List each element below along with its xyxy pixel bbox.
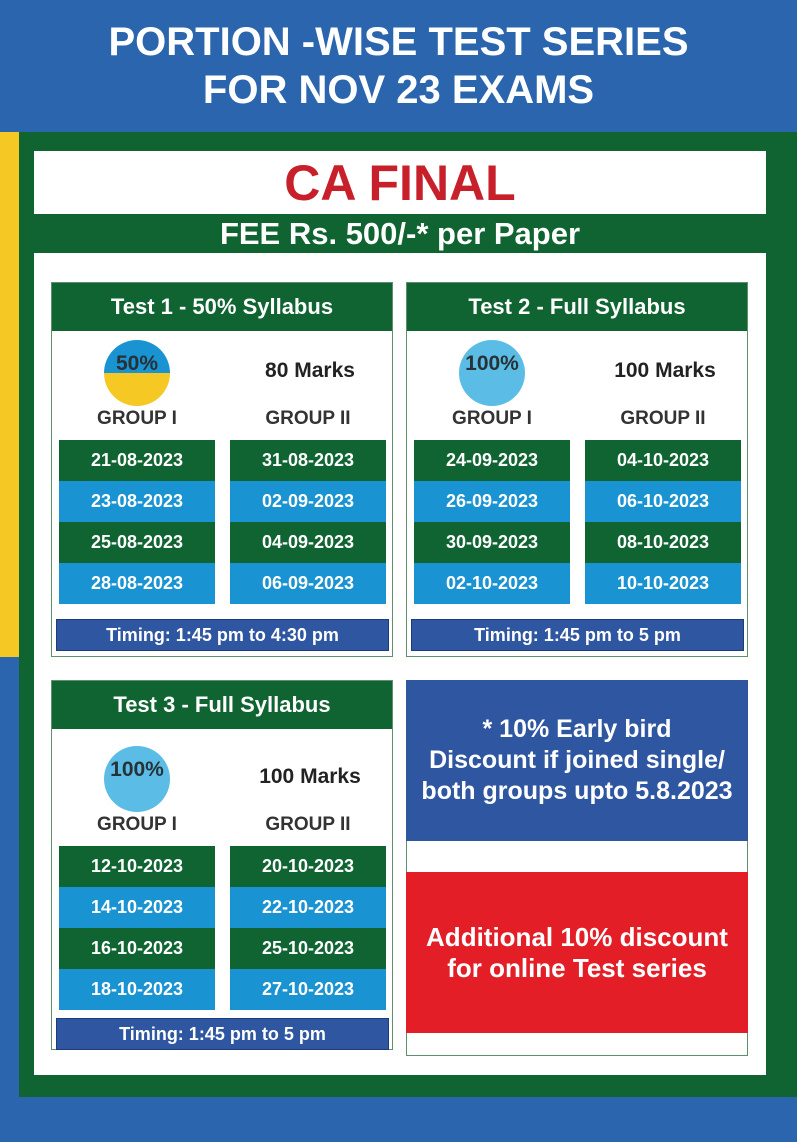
date-cell: 06-09-2023 — [230, 563, 386, 604]
promo-line: for online Test series — [447, 952, 707, 983]
date-cell: 23-08-2023 — [59, 481, 215, 522]
date-cell: 14-10-2023 — [59, 887, 215, 928]
course-title: CA FINAL — [34, 151, 766, 214]
date-cell: 18-10-2023 — [59, 969, 215, 1010]
date-cell: 16-10-2023 — [59, 928, 215, 969]
date-cell: 26-09-2023 — [414, 481, 570, 522]
date-cell: 12-10-2023 — [59, 846, 215, 887]
date-cell: 25-10-2023 — [230, 928, 386, 969]
date-cell: 27-10-2023 — [230, 969, 386, 1010]
test-card-title: Test 3 - Full Syllabus — [52, 681, 392, 729]
date-cell: 08-10-2023 — [585, 522, 741, 563]
test-card-title: Test 2 - Full Syllabus — [407, 283, 747, 331]
timing-bar: Timing: 1:45 pm to 4:30 pm — [56, 619, 389, 651]
poster-header: PORTION -WISE TEST SERIES FOR NOV 23 EXA… — [0, 0, 797, 132]
test-card-1: Test 1 - 50% Syllabus 50% 80 Marks GROUP… — [51, 282, 393, 657]
yellow-accent-strip — [0, 132, 19, 657]
test-card-3: Test 3 - Full Syllabus 100% 100 Marks GR… — [51, 680, 393, 1050]
promo-line: * 10% Early bird — [482, 715, 672, 743]
date-cell: 04-09-2023 — [230, 522, 386, 563]
group-2-dates: 20-10-2023 22-10-2023 25-10-2023 27-10-2023 — [230, 846, 386, 1010]
fee-text: FEE Rs. 500/-* per Paper — [219, 215, 581, 251]
group-1-dates: 21-08-2023 23-08-2023 25-08-2023 28-08-2023 — [59, 440, 215, 604]
date-cell: 06-10-2023 — [585, 481, 741, 522]
timing-bar: Timing: 1:45 pm to 5 pm — [56, 1018, 389, 1050]
header-line-2: FOR NOV 23 EXAMS — [202, 68, 595, 112]
early-bird-promo: * 10% Early bird Discount if joined sing… — [406, 680, 748, 841]
group-1-label: GROUP I — [452, 408, 532, 429]
promo-line: both groups upto 5.8.2023 — [421, 777, 733, 805]
date-cell: 28-08-2023 — [59, 563, 215, 604]
date-cell: 02-10-2023 — [414, 563, 570, 604]
marks-label: 100 Marks — [614, 359, 716, 382]
online-discount-promo: Additional 10% discount for online Test … — [406, 872, 748, 1033]
syllabus-percent-badge: 100% — [104, 746, 170, 812]
date-cell: 24-09-2023 — [414, 440, 570, 481]
promo-line: Discount if joined single/ — [429, 746, 725, 774]
group-1-dates: 24-09-2023 26-09-2023 30-09-2023 02-10-2023 — [414, 440, 570, 604]
date-cell: 25-08-2023 — [59, 522, 215, 563]
promo-line: Additional 10% discount — [426, 921, 728, 952]
syllabus-percent-badge: 50% — [104, 340, 170, 406]
test-card-2: Test 2 - Full Syllabus 100% 100 Marks GR… — [406, 282, 748, 657]
group-2-dates: 31-08-2023 02-09-2023 04-09-2023 06-09-2023 — [230, 440, 386, 604]
group-2-label: GROUP II — [620, 408, 706, 429]
date-cell: 02-09-2023 — [230, 481, 386, 522]
date-cell: 30-09-2023 — [414, 522, 570, 563]
group-2-label: GROUP II — [265, 408, 351, 429]
date-cell: 21-08-2023 — [59, 440, 215, 481]
group-1-label: GROUP I — [97, 408, 177, 429]
timing-bar: Timing: 1:45 pm to 5 pm — [411, 619, 744, 651]
header-line-1: PORTION -WISE TEST SERIES — [108, 20, 689, 64]
date-cell: 10-10-2023 — [585, 563, 741, 604]
group-2-label: GROUP II — [265, 814, 351, 835]
group-2-dates: 04-10-2023 06-10-2023 08-10-2023 10-10-2023 — [585, 440, 741, 604]
date-cell: 31-08-2023 — [230, 440, 386, 481]
marks-label: 100 Marks — [259, 765, 361, 788]
date-cell: 20-10-2023 — [230, 846, 386, 887]
date-cell: 04-10-2023 — [585, 440, 741, 481]
group-1-label: GROUP I — [97, 814, 177, 835]
marks-label: 80 Marks — [265, 359, 355, 382]
group-1-dates: 12-10-2023 14-10-2023 16-10-2023 18-10-2023 — [59, 846, 215, 1010]
test-card-title: Test 1 - 50% Syllabus — [52, 283, 392, 331]
date-cell: 22-10-2023 — [230, 887, 386, 928]
syllabus-percent-badge: 100% — [459, 340, 525, 406]
